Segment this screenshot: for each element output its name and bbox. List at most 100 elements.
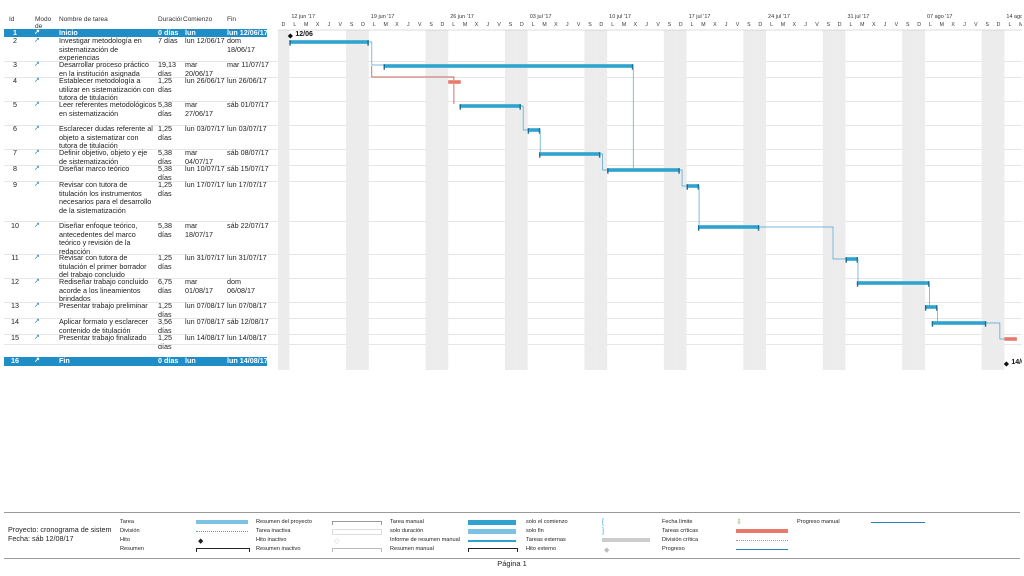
task-duration[interactable]: 5,38 días [158,148,172,166]
task-name[interactable]: Esclarecer dudas referente al objeto a s… [59,124,153,151]
task-name[interactable]: Revisar con tutora de titulación el prim… [59,253,147,280]
task-finish[interactable]: lun 31/07/17 [227,253,267,262]
task-finish[interactable]: sáb 01/07/17 [227,100,269,109]
task-duration[interactable]: 0 días [158,28,179,37]
table-row[interactable]: 5 ↗ Leer referentes metodológicos en siste… [4,100,269,125]
task-start[interactable]: mar 27/06/17 [185,100,213,118]
col-header-start[interactable]: Comienzo [183,16,213,23]
legend-item: Hito externo ◆ [526,546,656,554]
task-name[interactable]: Desarrollar proceso práctico en la insti… [59,60,149,78]
task-name[interactable]: Aplicar formato y esclarecer contenido d… [59,317,149,335]
task-finish[interactable]: lun 03/07/17 [227,124,267,133]
task-start[interactable]: lun 12/06/17 [185,36,225,45]
weekend-column [436,30,449,370]
task-finish[interactable]: sáb 22/07/17 [227,221,269,230]
legend-item: Hito inactivo ◇ [256,537,386,545]
task-name[interactable]: Leer referentes metodológicos en sistema… [59,100,157,118]
col-header-duration[interactable]: Duración [158,16,182,23]
task-finish[interactable]: lun 17/07/17 [227,180,267,189]
task-duration[interactable]: 1,25 días [158,253,172,271]
day-header: M [939,22,944,28]
task-start[interactable]: mar 04/07/17 [185,148,213,166]
table-row[interactable]: 16 ↗ Fin 0 días lun 14/08/17 lun 14/08/17 [4,356,268,373]
task-start[interactable]: lun 26/06/17 [185,76,225,85]
task-duration[interactable]: 5,38 días [158,100,172,118]
table-row[interactable]: 9 ↗ Revisar con tutora de titulación los i… [4,180,267,221]
day-header: S [667,22,672,28]
col-header-mode[interactable]: Modo de [35,16,52,30]
task-duration[interactable]: 5,38 días [158,221,172,239]
task-duration[interactable]: 5,38 días [158,164,172,182]
task-name[interactable]: Rediseñar trabajo concluido acorde a los… [59,277,149,304]
table-row[interactable]: 1 ↗ Inicio 0 días lun 12/06/17 lun 12/06/17 [4,28,268,45]
task-duration[interactable]: 1,25 días [158,333,172,351]
task-finish[interactable]: mar 11/07/17 [227,60,269,69]
task-finish[interactable]: lun 12/06/17 [227,28,268,37]
task-duration[interactable]: 6,75 días [158,277,172,295]
task-duration[interactable]: 7 días [158,36,178,45]
table-row[interactable]: 13 ↗ Presentar trabajo preliminar 1,25 días… [4,301,267,319]
col-header-name[interactable]: Nombre de tarea [59,16,108,23]
task-name[interactable]: Investigar metodología en sistematizació… [59,36,142,63]
task-name[interactable]: Presentar trabajo finalizado [59,333,147,342]
bar-start-marker [686,184,688,190]
bar-end-marker [519,104,521,110]
task-name[interactable]: Inicio [59,28,78,37]
gantt-chart[interactable]: 12 jun '17 19 jun '17 26 jun '17 03 jul '17… [278,14,1022,370]
task-finish[interactable]: dom 18/06/17 [227,36,255,54]
table-row[interactable]: 12 ↗ Rediseñar trabajo concluido acorde a … [4,277,267,304]
task-start[interactable]: mar 20/06/17 [185,60,213,78]
task-start[interactable]: lun 07/08/17 [185,317,225,326]
task-finish[interactable]: sáb 12/08/17 [227,317,269,326]
task-start[interactable]: lun 12/06/17 [185,28,213,46]
table-row[interactable]: 6 ↗ Esclarecer dudas referente al objeto a… [4,124,267,151]
day-header: M [701,22,706,28]
task-duration[interactable]: 19,13 días [158,60,176,78]
task-start[interactable]: lun 07/08/17 [185,301,225,310]
task-name[interactable]: Revisar con tutora de titulación los ins… [59,180,152,215]
week-header: 26 jun '17 [450,14,474,20]
task-start[interactable]: mar 18/07/17 [185,221,213,239]
task-start[interactable]: lun 17/07/17 [185,180,225,189]
task-name[interactable]: Establecer metodología a utilizar en sis… [59,76,155,103]
task-duration[interactable]: 0 días [158,356,179,365]
legend-swatch: [ [602,519,604,526]
table-row[interactable]: 15 ↗ Presentar trabajo finalizado 1,25 días… [4,333,267,350]
task-finish[interactable]: sáb 15/07/17 [227,164,269,173]
task-start[interactable]: mar 01/08/17 [185,277,213,295]
table-row[interactable]: 8 ↗ Diseñar marco teórico 5,38 días lun 10/0… [4,164,269,182]
task-duration[interactable]: 3,56 días [158,317,172,335]
table-row[interactable]: 3 ↗ Desarrollar proceso práctico en la ins… [4,60,269,78]
task-finish[interactable]: sáb 08/07/17 [227,148,269,157]
task-name[interactable]: Diseñar marco teórico [59,164,130,173]
table-row[interactable]: 7 ↗ Definir objetivo, objeto y eje de sist… [4,148,269,166]
col-header-id[interactable]: Id [9,16,15,23]
task-finish[interactable]: lun 14/08/17 [227,333,267,342]
day-header: J [883,22,887,28]
table-row[interactable]: 11 ↗ Revisar con tutora de titulación el p… [4,253,267,280]
task-start[interactable]: lun 14/08/17 [185,333,225,342]
weekend-column [822,30,835,370]
task-name[interactable]: Presentar trabajo preliminar [59,301,148,310]
task-finish[interactable]: lun 14/08/17 [227,356,268,365]
task-duration[interactable]: 1,25 días [158,76,172,94]
task-finish[interactable]: lun 07/08/17 [227,301,267,310]
task-name[interactable]: Definir objetivo, objeto y eje de sistem… [59,148,148,166]
task-name[interactable]: Diseñar enfoque teórico, antecedentes de… [59,221,138,256]
task-duration[interactable]: 1,25 días [158,180,172,198]
table-row[interactable]: 4 ↗ Establecer metodología a utilizar en s… [4,76,267,103]
task-duration[interactable]: 1,25 días [158,301,172,319]
task-duration[interactable]: 1,25 días [158,124,172,142]
col-header-finish[interactable]: Fin [227,16,237,23]
table-row[interactable]: 14 ↗ Aplicar formato y esclarecer contenid… [4,317,269,335]
task-name[interactable]: Fin [59,356,70,365]
task-start[interactable]: lun 10/07/17 [185,164,225,173]
table-row[interactable]: 10 ↗ Diseñar enfoque teórico, antecedentes… [4,221,269,256]
task-finish[interactable]: dom 06/08/17 [227,277,255,295]
task-finish[interactable]: lun 26/06/17 [227,76,267,85]
table-row[interactable]: 2 ↗ Investigar metodología en sistematizac… [4,36,267,63]
task-start[interactable]: lun 31/07/17 [185,253,225,262]
task-start[interactable]: lun 03/07/17 [185,124,225,133]
task-start[interactable]: lun 14/08/17 [185,356,213,374]
legend-item: Tarea [120,519,250,527]
